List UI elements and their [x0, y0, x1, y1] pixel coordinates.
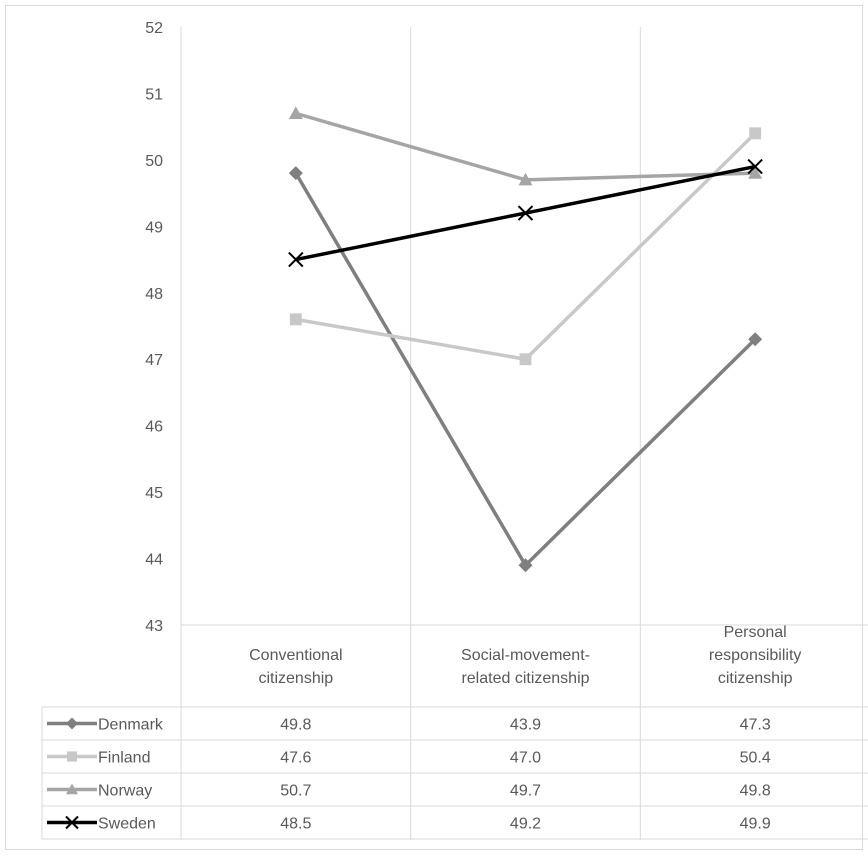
data-point-norway [748, 166, 763, 179]
data-point-finland [289, 313, 302, 326]
legend-label-finland: Finland [98, 750, 150, 767]
x-category-label: citizenship [258, 670, 333, 687]
table-value: 43.9 [510, 717, 541, 734]
x-category-label: related citizenship [461, 670, 589, 687]
table-value: 50.4 [740, 750, 771, 767]
legend-label-sweden: Sweden [98, 816, 156, 833]
y-tick-label: 44 [145, 552, 163, 569]
y-tick-label: 48 [145, 286, 163, 303]
table-value: 50.7 [280, 783, 311, 800]
x-category-label: citizenship [718, 670, 793, 687]
y-tick-label: 47 [145, 352, 163, 369]
table-value: 49.8 [280, 717, 311, 734]
data-point-denmark [288, 166, 303, 181]
table-value: 49.9 [740, 816, 771, 833]
y-tick-label: 52 [145, 20, 163, 37]
table-value: 47.3 [740, 717, 771, 734]
y-tick-label: 46 [145, 419, 163, 436]
series-line-norway [295, 111, 756, 182]
data-point-sweden [288, 251, 304, 268]
legend-label-denmark: Denmark [98, 717, 164, 734]
table-value: 49.7 [510, 783, 541, 800]
y-tick-label: 43 [145, 618, 163, 635]
y-tick-label: 51 [145, 86, 163, 103]
legend-key-marker [66, 751, 78, 762]
y-tick-label: 49 [145, 219, 163, 236]
y-tick-label: 45 [145, 485, 163, 502]
legend-key-marker [66, 783, 78, 795]
x-category-label: Social-movement- [461, 647, 590, 664]
x-category-label: Conventional [249, 647, 342, 664]
table-value: 47.0 [510, 750, 541, 767]
table-value: 49.2 [510, 816, 541, 833]
legend-label-norway: Norway [98, 783, 152, 800]
data-point-denmark [518, 558, 533, 573]
legend-key-marker [65, 815, 79, 830]
table-value: 49.8 [740, 783, 771, 800]
y-tick-label: 50 [145, 153, 163, 170]
data-point-finland [519, 353, 532, 366]
chart-frame [5, 5, 863, 850]
data-point-denmark [748, 332, 763, 347]
table-value: 48.5 [280, 816, 311, 833]
x-category-label: Personal [724, 624, 787, 641]
x-category-label: responsibility [709, 647, 801, 664]
data-point-sweden [747, 158, 763, 175]
series-line-denmark [294, 172, 757, 567]
data-point-sweden [517, 205, 534, 221]
data-point-norway [288, 106, 303, 119]
data-point-norway [518, 172, 533, 186]
legend-key-marker [66, 717, 78, 730]
table-value: 47.6 [280, 750, 311, 767]
data-point-finland [749, 127, 762, 140]
